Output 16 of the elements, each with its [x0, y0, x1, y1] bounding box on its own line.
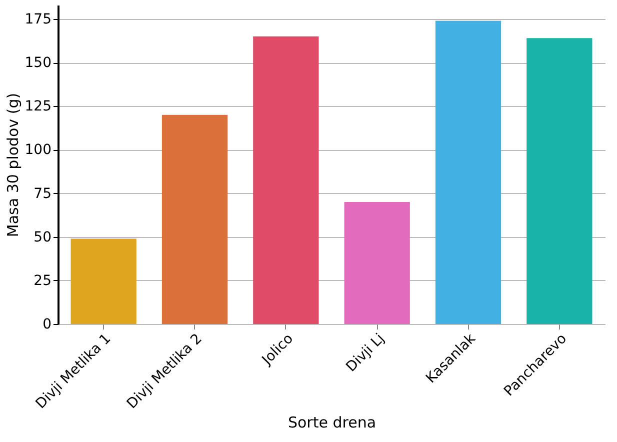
y-tick-label: 175	[24, 11, 52, 28]
y-tick-label: 125	[24, 98, 52, 115]
y-tick-label: 0	[42, 316, 52, 332]
y-tick-label: 50	[34, 229, 52, 246]
y-tick-label: 100	[24, 142, 52, 158]
y-tick-label: 150	[24, 55, 52, 72]
y-axis-title: Masa 30 plodov (g)	[4, 92, 22, 238]
bar	[435, 20, 502, 324]
y-tick-label: 25	[34, 272, 52, 289]
bar	[344, 202, 410, 324]
x-axis-title: Sorte drena	[288, 413, 376, 432]
bar	[526, 38, 592, 324]
y-tick-label: 75	[34, 186, 52, 202]
bar	[253, 36, 319, 324]
bar	[162, 114, 228, 324]
bar	[70, 238, 136, 324]
